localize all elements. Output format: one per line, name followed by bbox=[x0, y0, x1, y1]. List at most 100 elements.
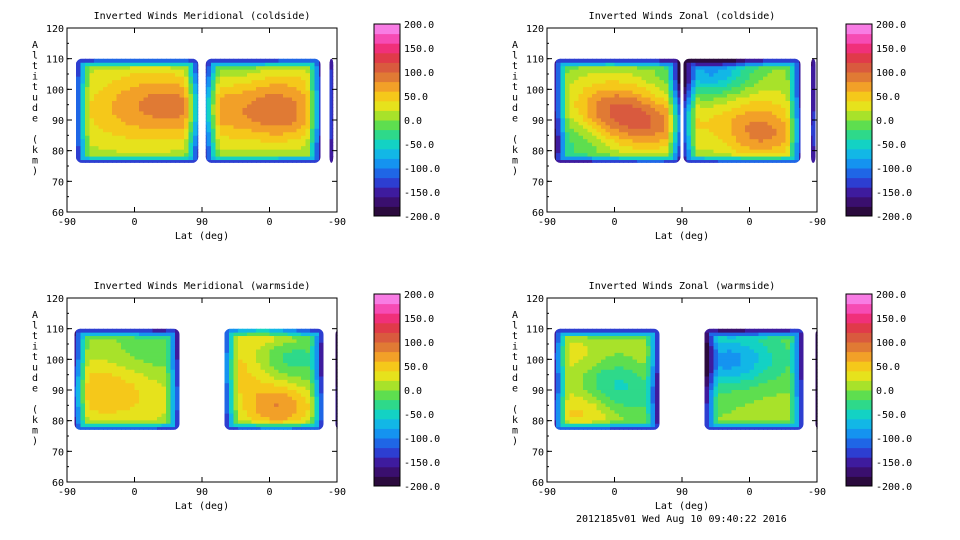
heatmap-cell bbox=[296, 69, 302, 74]
heatmap-cell bbox=[731, 65, 737, 70]
heatmap-cell bbox=[116, 372, 122, 377]
heatmap-cell bbox=[328, 96, 334, 101]
heatmap-cell bbox=[677, 93, 683, 98]
heatmap-cell bbox=[305, 159, 311, 163]
heatmap-cell bbox=[632, 138, 638, 143]
heatmap-cell bbox=[265, 152, 271, 157]
heatmap-cell bbox=[67, 393, 72, 397]
heatmap-cell bbox=[134, 103, 140, 108]
heatmap-cell bbox=[220, 426, 226, 430]
heatmap-cell bbox=[812, 138, 816, 143]
heatmap-cell bbox=[754, 76, 760, 81]
heatmap-cell bbox=[94, 382, 100, 387]
heatmap-cell bbox=[166, 72, 172, 77]
heatmap-cell bbox=[238, 159, 244, 163]
heatmap-cell bbox=[197, 335, 203, 340]
heatmap-cell bbox=[134, 128, 140, 133]
heatmap-cell bbox=[125, 159, 131, 163]
heatmap-cell bbox=[790, 138, 796, 143]
heatmap-cell bbox=[767, 69, 773, 74]
heatmap-cell bbox=[727, 62, 733, 67]
heatmap-cell bbox=[646, 89, 652, 95]
heatmap-cell bbox=[601, 131, 607, 136]
heatmap-cell bbox=[112, 402, 118, 407]
heatmap-cell bbox=[89, 359, 95, 363]
heatmap-cell bbox=[238, 406, 244, 411]
colorbar-label: 100.0 bbox=[404, 68, 434, 79]
heatmap-cell bbox=[80, 110, 86, 115]
heatmap-cell bbox=[148, 409, 154, 414]
heatmap-cell bbox=[103, 103, 109, 108]
heatmap-cell bbox=[718, 135, 724, 140]
heatmap-cell bbox=[781, 79, 787, 84]
heatmap-cell bbox=[772, 114, 778, 119]
heatmap-cell bbox=[148, 352, 154, 357]
heatmap-field bbox=[76, 58, 334, 163]
heatmap-cell bbox=[139, 423, 145, 428]
heatmap-cell bbox=[641, 72, 647, 77]
heatmap-cell bbox=[107, 382, 113, 387]
heatmap-cell bbox=[560, 159, 566, 163]
heatmap-cell bbox=[247, 110, 253, 115]
heatmap-cell bbox=[668, 155, 674, 161]
heatmap-cell bbox=[628, 79, 634, 84]
heatmap-cell bbox=[107, 375, 113, 380]
heatmap-cell bbox=[664, 138, 670, 143]
heatmap-cell bbox=[107, 131, 113, 136]
heatmap-cell bbox=[193, 107, 199, 112]
heatmap-cell bbox=[274, 58, 280, 63]
heatmap-cell bbox=[601, 58, 607, 63]
heatmap-cell bbox=[85, 76, 91, 81]
heatmap-cell bbox=[808, 138, 814, 143]
heatmap-cell bbox=[328, 89, 334, 95]
colorbar: 200.0150.0100.050.00.0-50.0-100.0-150.0-… bbox=[373, 20, 440, 223]
heatmap-cell bbox=[247, 107, 253, 112]
heatmap-cell bbox=[238, 396, 244, 401]
heatmap-cell bbox=[745, 69, 751, 74]
heatmap-cell bbox=[700, 86, 706, 91]
heatmap-cell bbox=[740, 145, 746, 150]
heatmap-cell bbox=[193, 406, 199, 411]
heatmap-cell bbox=[112, 342, 118, 347]
heatmap-cell bbox=[256, 69, 262, 74]
heatmap-cell bbox=[215, 396, 221, 401]
heatmap-cell bbox=[283, 155, 289, 161]
heatmap-cell bbox=[161, 62, 167, 67]
heatmap-cell bbox=[547, 146, 552, 150]
heatmap-cell bbox=[686, 82, 692, 88]
heatmap-cell bbox=[578, 86, 584, 91]
heatmap-cell bbox=[152, 93, 158, 98]
heatmap-cell bbox=[314, 114, 320, 119]
heatmap-cell bbox=[677, 149, 683, 154]
heatmap-cell bbox=[569, 149, 575, 154]
heatmap-cell bbox=[803, 145, 809, 150]
heatmap-cell bbox=[143, 114, 149, 119]
heatmap-cell bbox=[632, 69, 638, 74]
heatmap-cell bbox=[623, 117, 629, 122]
heatmap-cell bbox=[305, 128, 311, 133]
heatmap-cell bbox=[179, 121, 185, 126]
heatmap-cell bbox=[673, 58, 679, 63]
heatmap-cell bbox=[749, 114, 755, 119]
heatmap-cell bbox=[731, 149, 737, 154]
heatmap-cell bbox=[583, 135, 589, 140]
heatmap-cell bbox=[215, 149, 221, 154]
heatmap-cell bbox=[278, 69, 284, 74]
heatmap-cell bbox=[206, 145, 212, 150]
heatmap-cell bbox=[785, 86, 791, 91]
heatmap-cell bbox=[89, 369, 95, 374]
heatmap-cell bbox=[242, 138, 248, 143]
heatmap-cell bbox=[664, 128, 670, 133]
heatmap-cell bbox=[121, 86, 127, 91]
heatmap-cell bbox=[283, 65, 289, 70]
heatmap-cell bbox=[103, 58, 109, 63]
heatmap-cell bbox=[247, 100, 253, 105]
heatmap-cell bbox=[206, 359, 212, 363]
heatmap-cell bbox=[89, 58, 95, 63]
heatmap-cell bbox=[184, 392, 190, 397]
heatmap-cell bbox=[193, 131, 199, 136]
heatmap-cell bbox=[650, 114, 656, 119]
heatmap-cell bbox=[76, 145, 82, 150]
heatmap-cell bbox=[803, 69, 809, 74]
heatmap-cell bbox=[170, 89, 176, 95]
